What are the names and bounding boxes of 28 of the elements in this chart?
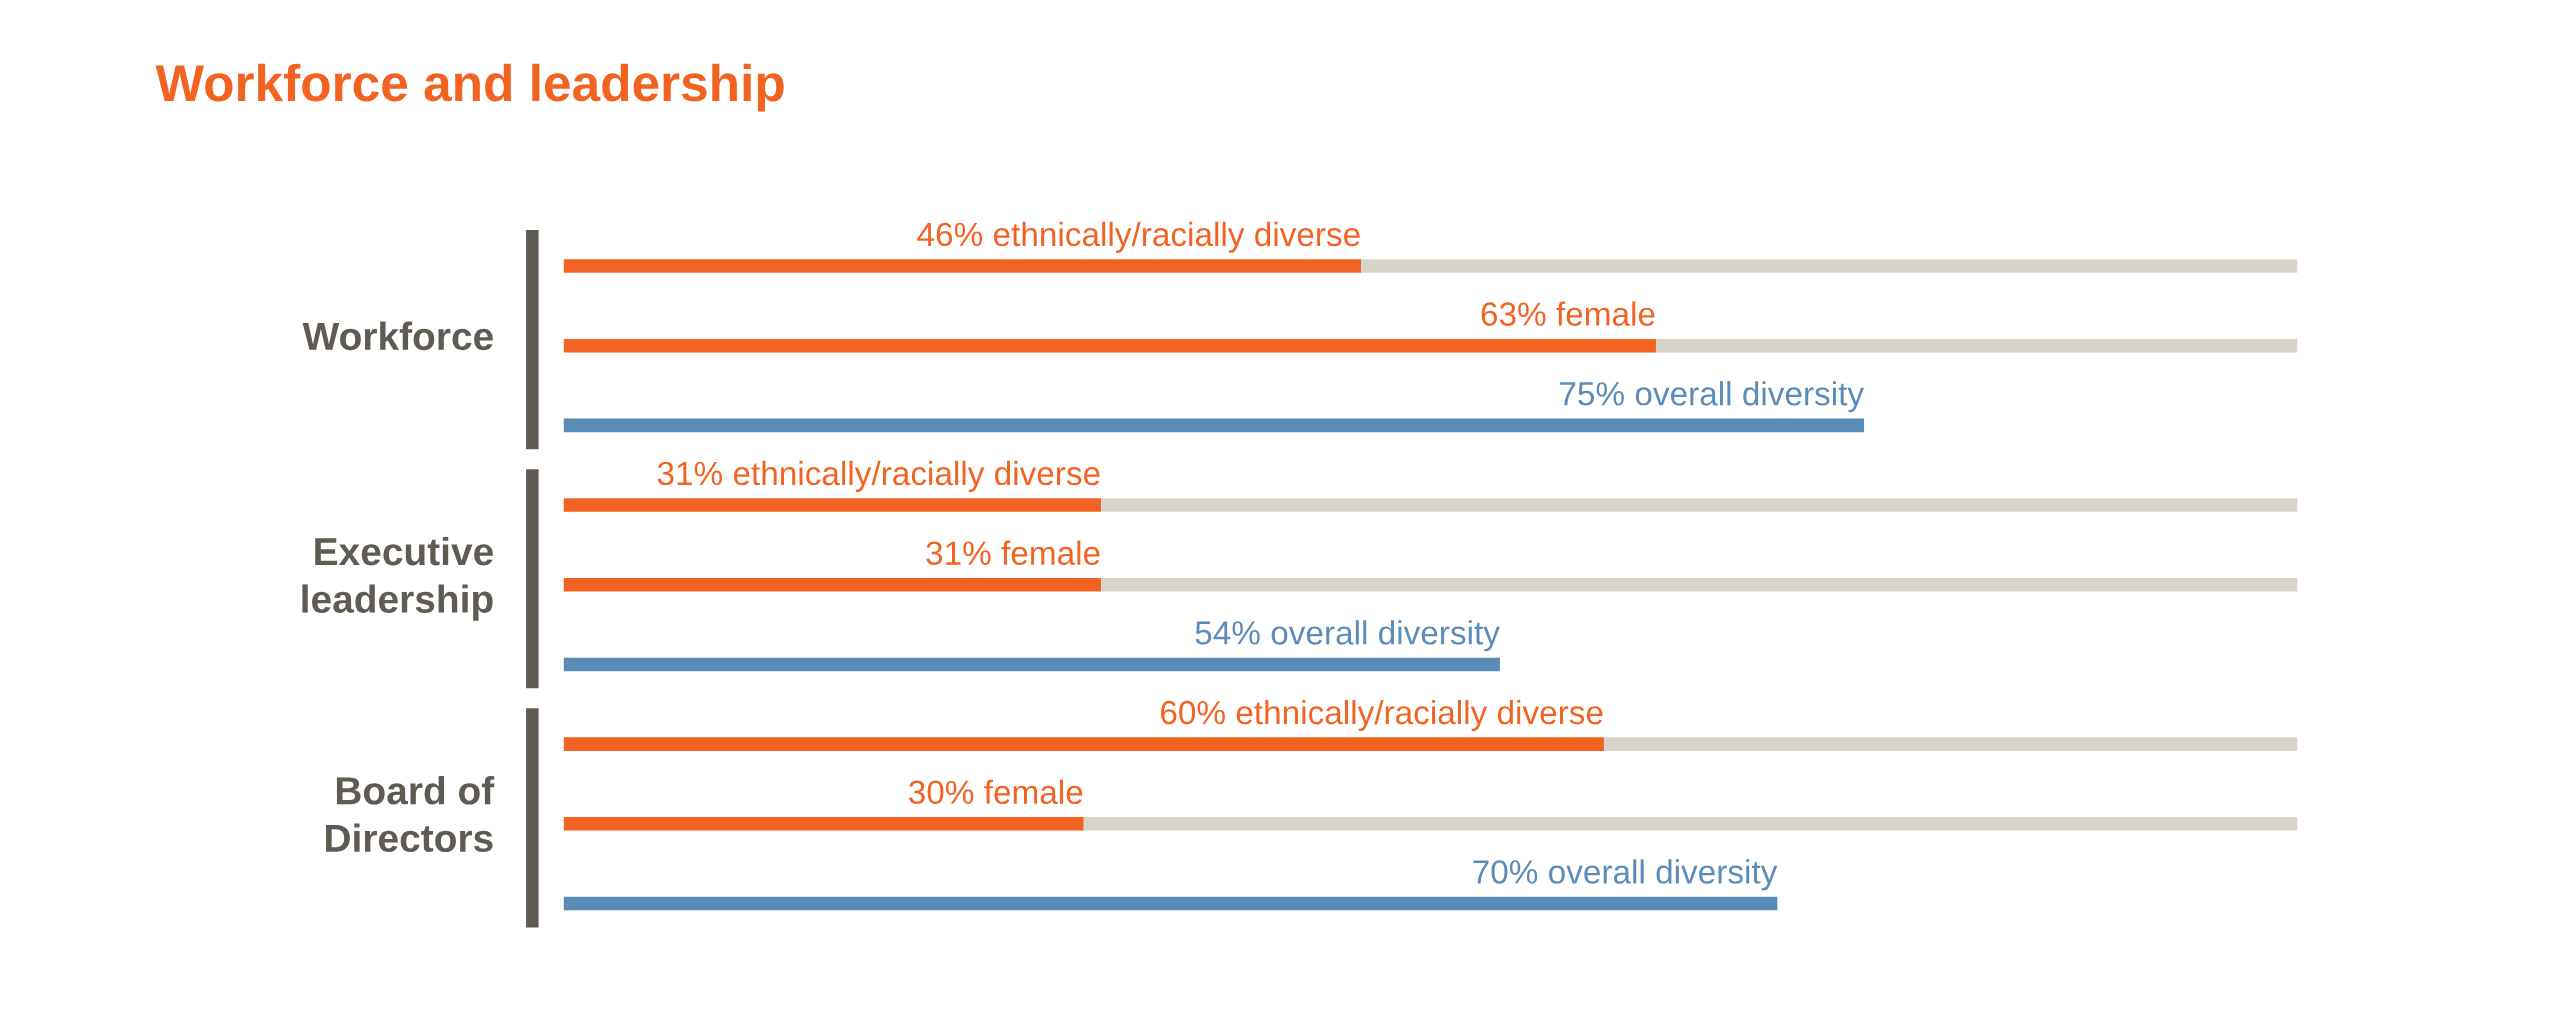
data-label: 60% ethnically/racially diverse [1161,699,1603,731]
bar [563,817,1084,831]
data-label: 75% overall diversity [1560,381,1864,413]
bar [1083,817,2298,831]
bar [563,657,1500,672]
bar [563,896,1778,911]
text: Executive leadership [302,536,493,621]
bar [563,577,1102,592]
bar [563,338,1656,353]
chart-title: Workforce and leadership [155,63,784,112]
text: Board of Directors [326,775,495,853]
bar [563,737,1604,751]
bar [563,418,1865,433]
data-label: 63% female [1481,301,1655,326]
bar [1655,338,2298,353]
bar [1603,737,2298,751]
bar [1101,577,2298,592]
bar [563,498,1102,512]
data-label: 31% female [926,540,1100,566]
bar [1101,498,2298,512]
text: Workforce [302,321,493,351]
data-label: 31% ethnically/racially diverse [657,460,1100,492]
data-label: 30% female [909,779,1083,805]
data-label: 70% overall diversity [1473,859,1778,891]
bar [563,259,1362,273]
bar [1361,259,2298,273]
data-label: 54% overall diversity [1195,620,1500,652]
data-label: 46% ethnically/racially diverse [917,221,1360,253]
